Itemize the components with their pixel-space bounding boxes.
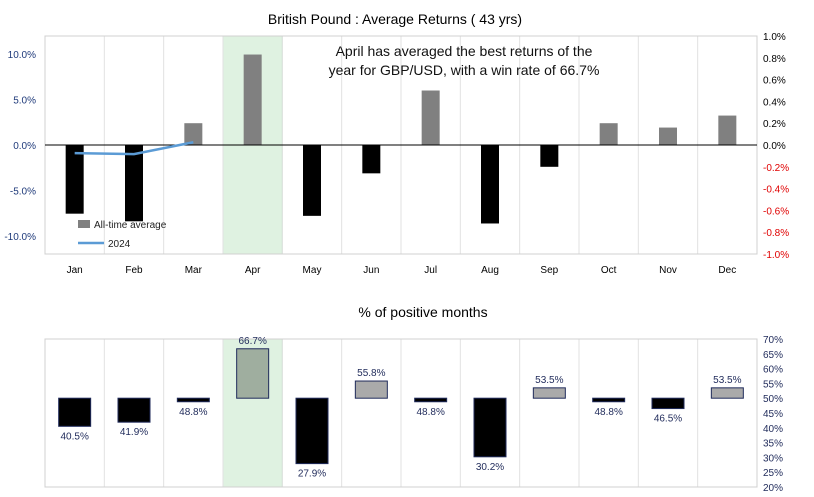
legend-swatch-all-time-average <box>78 220 90 228</box>
positive-bar-jul <box>414 397 448 403</box>
left-tick-label: 0.0% <box>13 141 36 152</box>
positive-right-tick-label: 65% <box>763 350 783 361</box>
positive-bar-apr <box>236 348 270 399</box>
x-tick-label: Oct <box>601 265 617 276</box>
right-axis-ticks: 1.0% 0.8% 0.6% 0.4% 0.2% 0.0% -0.2% -0.4% -0.6% -… <box>763 32 789 261</box>
annotation-line-2: year for GBP/USD, with a win rate of 66.… <box>329 62 600 78</box>
data-label-sep: 53.5% <box>535 375 563 386</box>
data-label-mar: 48.8% <box>179 407 207 418</box>
data-label-feb: 41.9% <box>120 427 148 438</box>
positive-right-tick-label: 55% <box>763 379 783 390</box>
right-tick-label: 0.8% <box>763 54 786 65</box>
positive-right-tick-label: 40% <box>763 424 783 435</box>
positive-bar-oct <box>592 397 626 403</box>
positive-months-data-labels: 40.5% 41.9% 48.8% 66.7% 27.9% 55.8% 48.8% 30.2%… <box>60 336 741 480</box>
left-axis-ticks: 10.0% 5.0% 0.0% -5.0% -10.0% <box>4 50 36 243</box>
x-tick-label: Feb <box>125 265 143 276</box>
right-tick-label: 0.6% <box>763 76 786 87</box>
annotation-line-1: April has averaged the best returns of t… <box>336 43 593 59</box>
bar-may <box>303 145 321 216</box>
positive-months-right-ticks: 70% 65% 60% 55% 50% 45% 40% 35% 30% 25% 20% <box>763 335 783 494</box>
positive-bar-dec <box>710 387 744 399</box>
positive-bar-mar <box>176 397 210 403</box>
x-tick-label: Sep <box>540 265 558 276</box>
positive-bar-may <box>295 397 329 465</box>
data-label-jul: 48.8% <box>416 407 444 418</box>
positive-right-tick-label: 25% <box>763 468 783 479</box>
legend-label-all-time-average: All-time average <box>94 220 167 231</box>
returns-chart-title: British Pound : Average Returns ( 43 yrs… <box>268 11 522 27</box>
x-tick-label: Jan <box>67 265 83 276</box>
positive-bar-nov <box>651 397 685 410</box>
positive-bar-sep <box>532 387 566 399</box>
positive-bar-feb <box>117 397 151 423</box>
right-tick-label: -0.4% <box>763 185 789 196</box>
x-tick-label: Jul <box>424 265 437 276</box>
x-tick-label: Dec <box>718 265 736 276</box>
right-tick-label: -0.8% <box>763 228 789 239</box>
series-2024-line <box>74 141 194 156</box>
positive-right-tick-label: 70% <box>763 335 783 346</box>
bar-dec <box>718 115 737 145</box>
data-label-aug: 30.2% <box>476 462 504 473</box>
bar-nov <box>659 127 677 145</box>
positive-months-chart: % of positive months 40.5% 41.9% 48.8% 66.7… <box>44 304 783 494</box>
positive-right-tick-label: 30% <box>763 453 783 464</box>
positive-right-tick-label: 50% <box>763 394 783 405</box>
data-label-nov: 46.5% <box>654 414 682 425</box>
data-label-dec: 53.5% <box>713 375 741 386</box>
x-tick-label: Apr <box>245 265 261 276</box>
x-tick-label: Aug <box>481 265 499 276</box>
positive-right-tick-label: 20% <box>763 483 783 494</box>
positive-months-title: % of positive months <box>358 304 487 320</box>
positive-months-plot-frame <box>44 338 758 488</box>
data-label-jan: 40.5% <box>60 431 88 442</box>
legend-label-2024: 2024 <box>108 239 131 250</box>
bar-oct <box>599 123 618 145</box>
left-tick-label: 5.0% <box>13 96 36 107</box>
positive-right-tick-label: 35% <box>763 439 783 450</box>
left-tick-label: -5.0% <box>10 186 36 197</box>
right-tick-label: 0.4% <box>763 97 786 108</box>
x-tick-label: Jun <box>363 265 379 276</box>
bar-jan <box>65 145 84 214</box>
bar-mar <box>184 123 203 145</box>
bar-jul <box>421 90 440 145</box>
bar-apr <box>243 54 262 145</box>
right-tick-label: 1.0% <box>763 32 786 43</box>
returns-x-ticks: Jan Feb Mar Apr May Jun Jul Aug Sep Oct Nov Dec <box>67 265 737 276</box>
legend: All-time average 2024 <box>78 220 167 250</box>
bar-aug <box>481 145 499 224</box>
data-label-apr: 66.7% <box>238 336 266 347</box>
right-tick-label: 0.0% <box>763 141 786 152</box>
right-tick-label: -0.2% <box>763 163 789 174</box>
returns-chart: 10.0% 5.0% 0.0% -5.0% -10.0% 1.0% 0.8% 0.6% 0.4… <box>4 11 789 276</box>
data-label-may: 27.9% <box>298 469 326 480</box>
positive-right-tick-label: 45% <box>763 409 783 420</box>
data-label-oct: 48.8% <box>594 407 622 418</box>
positive-months-bars <box>58 348 744 465</box>
right-tick-label: -1.0% <box>763 250 789 261</box>
positive-bar-aug <box>473 397 507 458</box>
right-tick-label: -0.6% <box>763 206 789 217</box>
right-tick-label: 0.2% <box>763 119 786 130</box>
bar-sep <box>540 145 559 167</box>
data-label-jun: 55.8% <box>357 368 385 379</box>
returns-bars <box>65 54 737 224</box>
left-tick-label: 10.0% <box>8 50 36 61</box>
left-tick-label: -10.0% <box>4 232 36 243</box>
positive-right-tick-label: 60% <box>763 365 783 376</box>
x-tick-label: Nov <box>659 265 677 276</box>
x-tick-label: Mar <box>185 265 203 276</box>
bar-jun <box>362 145 381 174</box>
positive-months-grid <box>103 339 699 487</box>
positive-bar-jun <box>354 380 388 399</box>
positive-bar-jan <box>58 397 92 427</box>
bar-feb <box>125 145 143 222</box>
x-tick-label: May <box>303 265 322 276</box>
